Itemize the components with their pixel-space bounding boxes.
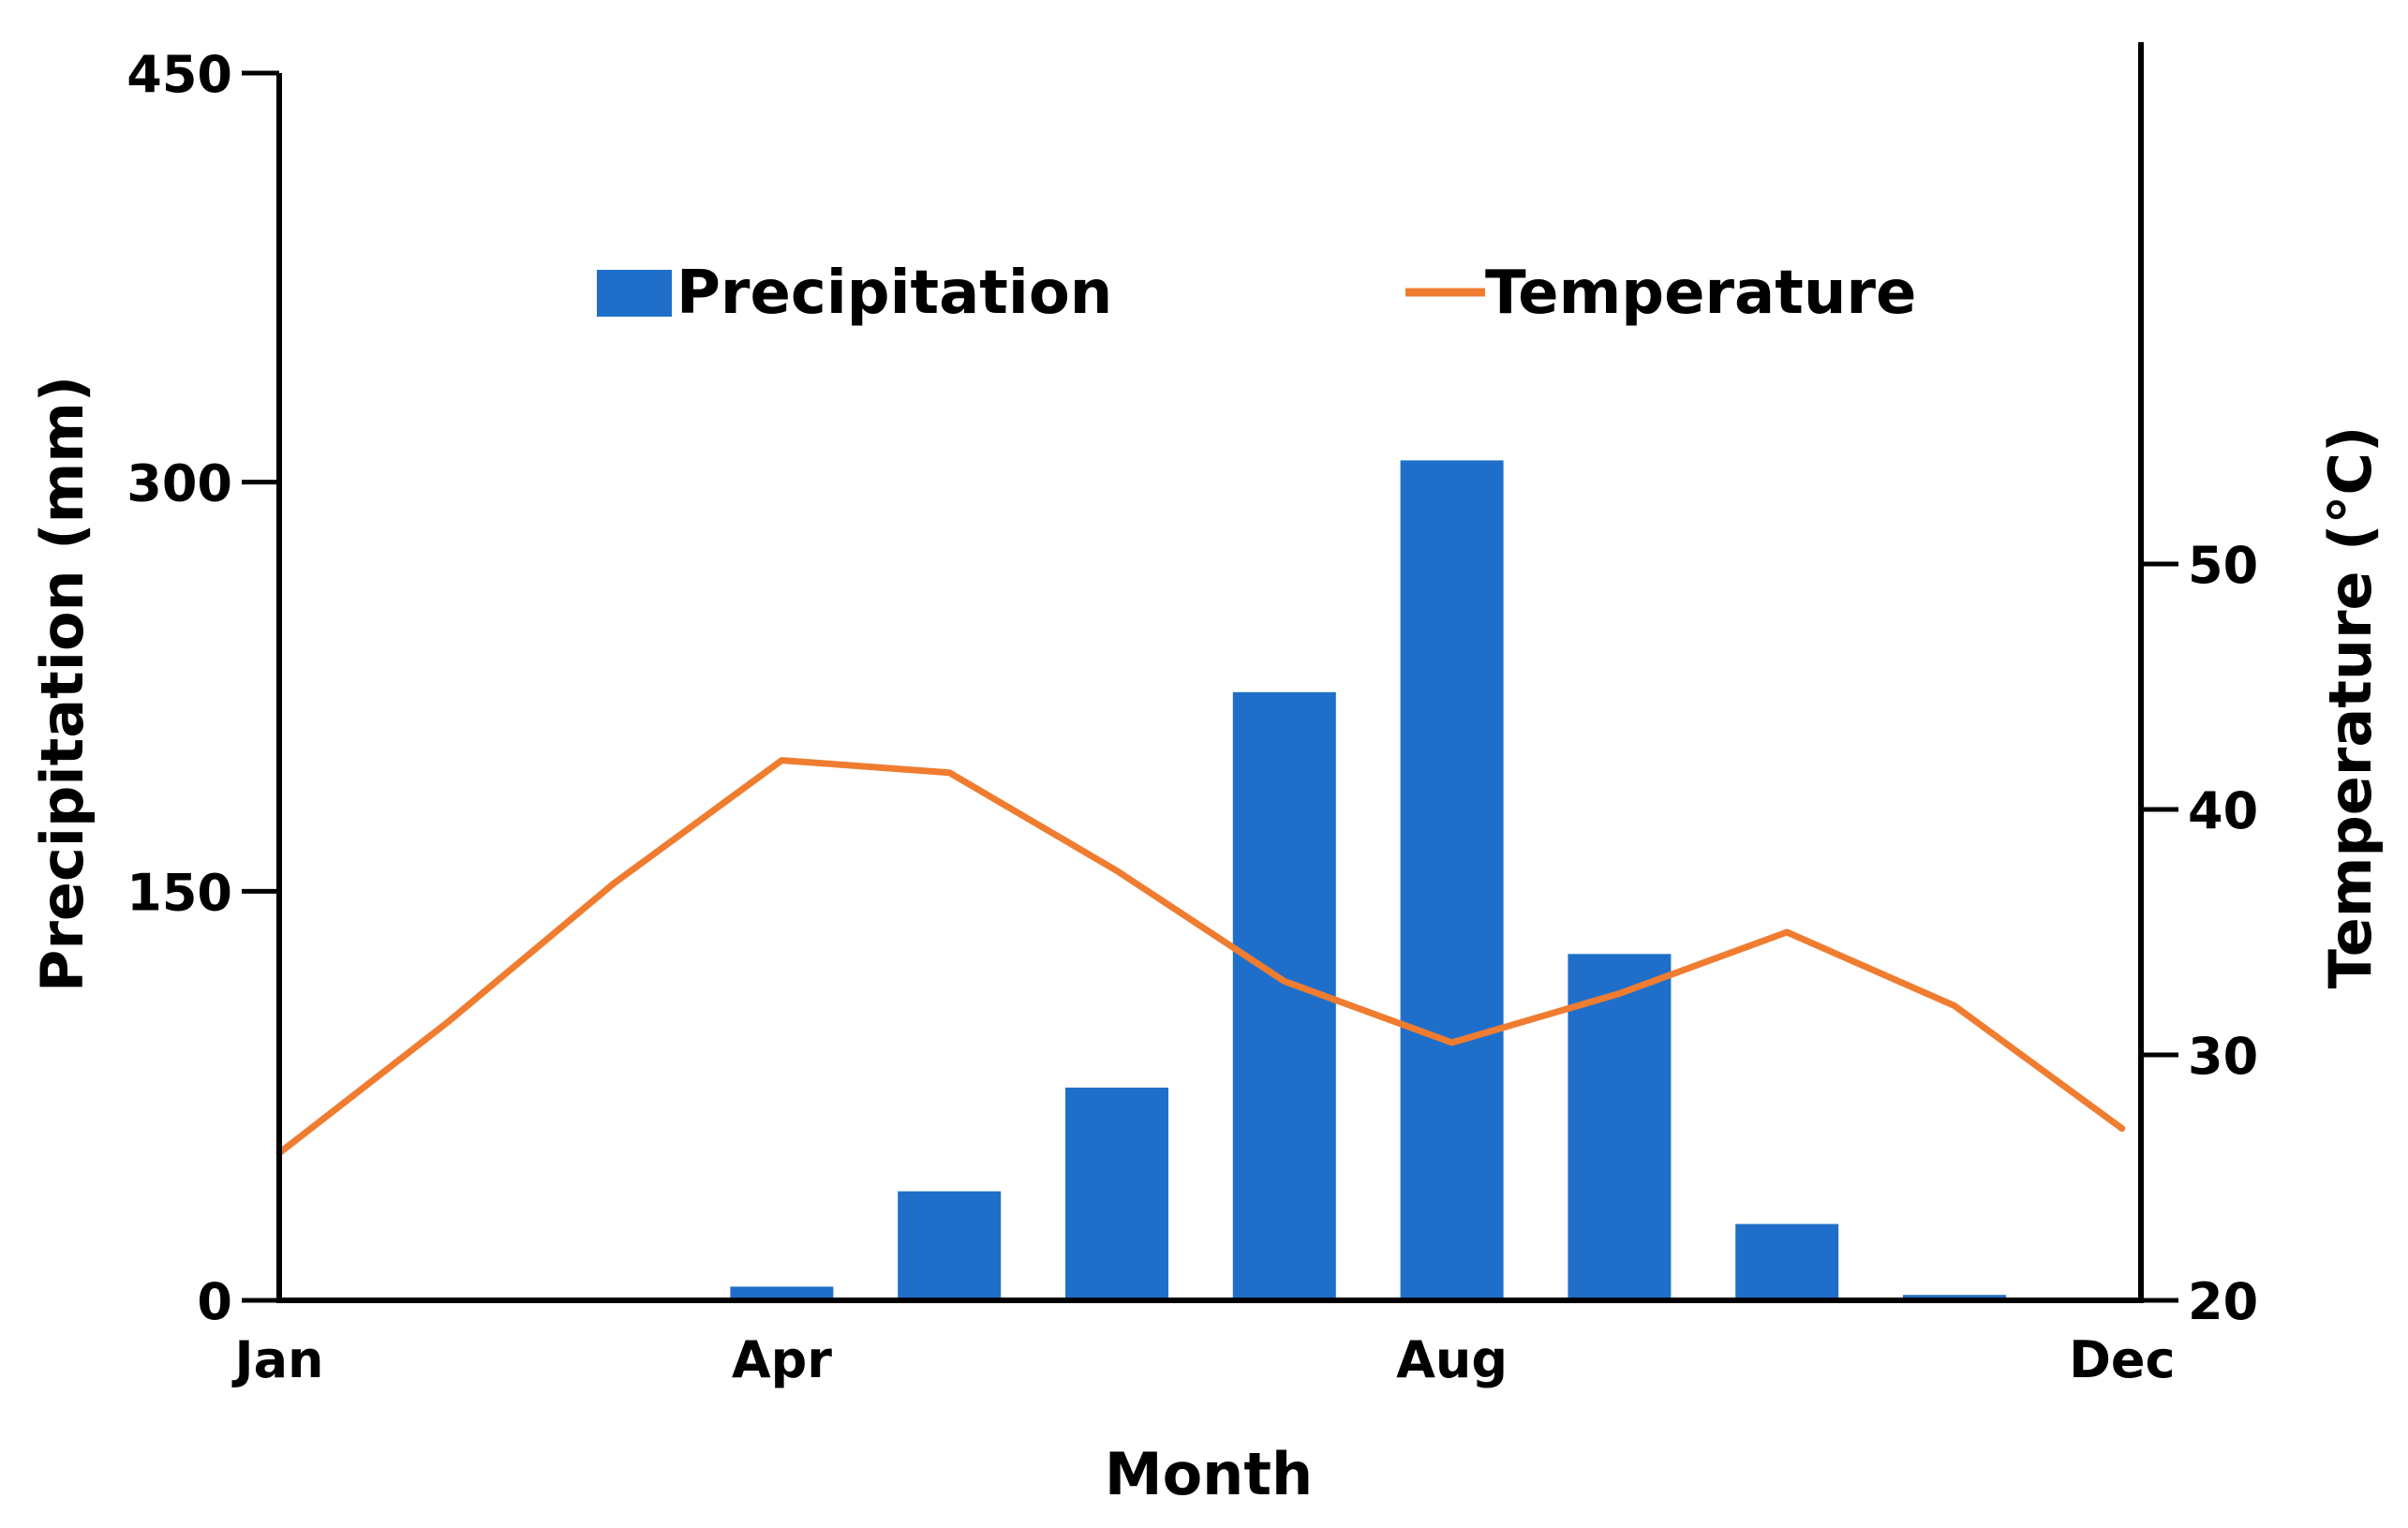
precipitation-bar [1400, 460, 1504, 1300]
y-tick-label: 0 [197, 1272, 232, 1331]
legend-temperature-label: Temperature [1485, 259, 1916, 328]
precipitation-bars [730, 460, 2006, 1300]
y-axis-label: Precipitation (mm) [28, 376, 97, 992]
x-tick-label: Aug [1396, 1330, 1508, 1389]
y2-tick-label: 40 [2188, 781, 2258, 840]
x-tick-label: Dec [2069, 1330, 2175, 1389]
y2-axis-label: Temperature (°C) [2316, 426, 2385, 989]
x-tick-label: Apr [732, 1330, 832, 1389]
tick-labels: 0 150 300 450 20 30 40 50 Jan Apr Aug Dec [126, 45, 2258, 1389]
x-tick-label: Jan [231, 1330, 324, 1389]
precipitation-bar [1065, 1087, 1168, 1300]
y-tick-label: 450 [126, 45, 232, 104]
precipitation-bar [730, 1286, 834, 1300]
y2-tick-label: 30 [2188, 1027, 2258, 1086]
legend-precipitation-swatch [597, 270, 672, 317]
precipitation-bar [898, 1191, 1002, 1300]
temperature-line-layer [275, 757, 2126, 1157]
precipitation-bar [1568, 954, 1672, 1300]
x-axis-label: Month [1105, 1440, 1313, 1508]
temperature-line [275, 757, 2126, 1157]
y2-tick-label: 20 [2188, 1272, 2258, 1331]
legend: Precipitation Temperature [597, 259, 1916, 328]
axes [242, 42, 2178, 1303]
legend-precipitation-label: Precipitation [676, 259, 1112, 328]
precipitation-bar [1735, 1224, 1839, 1300]
y2-tick-label: 50 [2188, 536, 2258, 595]
y-tick-label: 150 [126, 863, 232, 922]
y-tick-label: 300 [126, 454, 232, 513]
